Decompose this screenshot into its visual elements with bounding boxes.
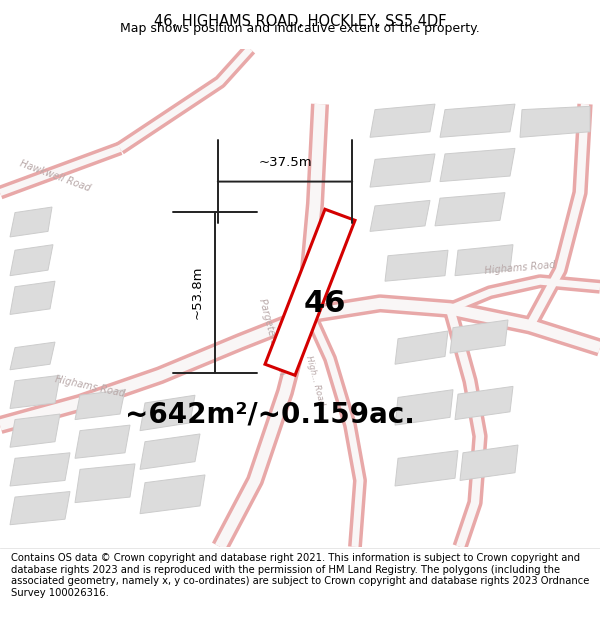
Polygon shape bbox=[395, 331, 448, 364]
Polygon shape bbox=[140, 434, 200, 469]
Text: High... Road: High... Road bbox=[304, 355, 326, 407]
Polygon shape bbox=[370, 154, 435, 187]
Polygon shape bbox=[10, 491, 70, 525]
Polygon shape bbox=[385, 250, 448, 281]
Text: ~37.5m: ~37.5m bbox=[258, 156, 312, 169]
Text: 46: 46 bbox=[304, 289, 346, 318]
Text: Contains OS data © Crown copyright and database right 2021. This information is : Contains OS data © Crown copyright and d… bbox=[11, 553, 589, 598]
Polygon shape bbox=[140, 475, 205, 514]
Text: Pargeters Hyam: Pargeters Hyam bbox=[257, 297, 287, 376]
Polygon shape bbox=[75, 390, 125, 419]
Polygon shape bbox=[435, 192, 505, 226]
Polygon shape bbox=[370, 104, 435, 138]
Polygon shape bbox=[455, 244, 513, 276]
Polygon shape bbox=[455, 386, 513, 419]
Text: ~642m²/~0.159ac.: ~642m²/~0.159ac. bbox=[125, 400, 415, 428]
Text: Highams Road: Highams Road bbox=[54, 374, 126, 399]
Polygon shape bbox=[460, 445, 518, 481]
Polygon shape bbox=[10, 244, 53, 276]
Polygon shape bbox=[10, 452, 70, 486]
Text: 46, HIGHAMS ROAD, HOCKLEY, SS5 4DF: 46, HIGHAMS ROAD, HOCKLEY, SS5 4DF bbox=[154, 14, 446, 29]
Polygon shape bbox=[395, 390, 453, 425]
Text: Map shows position and indicative extent of the property.: Map shows position and indicative extent… bbox=[120, 22, 480, 35]
Polygon shape bbox=[395, 451, 458, 486]
Polygon shape bbox=[370, 201, 430, 231]
Polygon shape bbox=[265, 209, 355, 375]
Polygon shape bbox=[440, 104, 515, 138]
Polygon shape bbox=[10, 281, 55, 314]
Polygon shape bbox=[75, 464, 135, 503]
Text: Highams Road: Highams Road bbox=[484, 260, 556, 276]
Polygon shape bbox=[450, 320, 508, 353]
Text: ~53.8m: ~53.8m bbox=[191, 266, 203, 319]
Polygon shape bbox=[440, 148, 515, 182]
Polygon shape bbox=[10, 207, 52, 237]
Polygon shape bbox=[140, 395, 195, 431]
Polygon shape bbox=[75, 425, 130, 458]
Polygon shape bbox=[10, 414, 60, 447]
Polygon shape bbox=[10, 375, 60, 409]
Text: Hawkwell Road: Hawkwell Road bbox=[18, 159, 92, 194]
Polygon shape bbox=[520, 106, 590, 138]
Polygon shape bbox=[10, 342, 55, 370]
